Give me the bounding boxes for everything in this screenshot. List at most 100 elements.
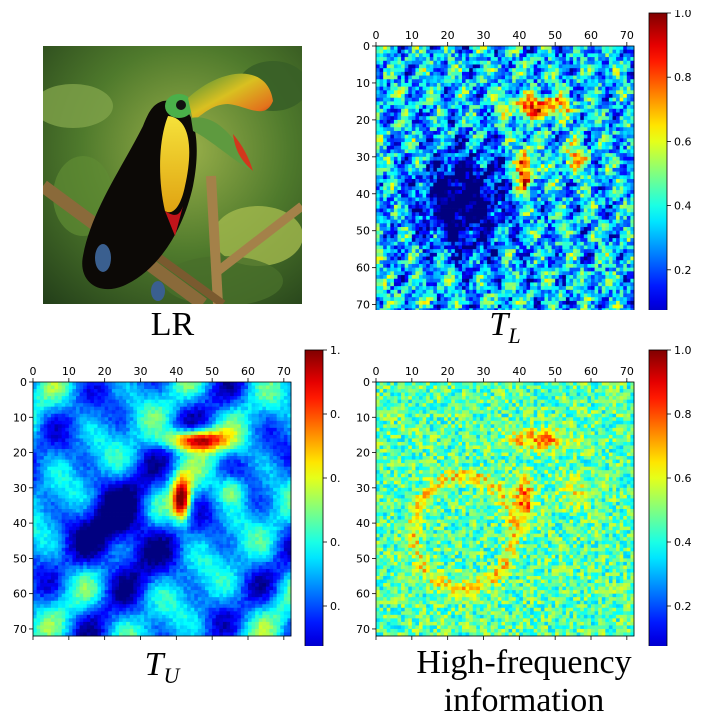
heatmap-cell <box>426 153 431 158</box>
heatmap-cell <box>379 138 384 143</box>
heatmap-cell <box>476 112 481 117</box>
heatmap-cell <box>419 57 423 62</box>
heatmap-cell <box>393 123 398 128</box>
heatmap-cell <box>444 119 449 124</box>
heatmap-cell <box>494 127 499 132</box>
heatmap-cell <box>390 182 395 187</box>
heatmap-cell <box>515 79 520 84</box>
heatmap-cell <box>505 278 509 283</box>
heatmap-cell <box>429 149 434 154</box>
heatmap-cell <box>544 49 549 54</box>
heatmap-cell <box>415 57 420 62</box>
heatmap-cell <box>537 149 542 154</box>
heatmap-cell <box>605 297 610 302</box>
heatmap-cell <box>626 97 631 102</box>
heatmap-cell <box>397 271 402 276</box>
heatmap-cell <box>379 164 384 169</box>
heatmap-cell <box>411 134 416 139</box>
heatmap-cell <box>469 82 474 88</box>
heatmap-cell <box>397 241 402 246</box>
heatmap-cell <box>469 119 474 124</box>
heatmap-cell <box>587 134 592 139</box>
heatmap-cell <box>580 227 585 232</box>
heatmap-cell <box>505 156 509 161</box>
heatmap-cell <box>408 300 413 306</box>
heatmap-cell <box>451 208 456 213</box>
heatmap-cell <box>411 145 416 150</box>
heatmap-cell <box>458 245 463 250</box>
heatmap-cell <box>479 105 484 110</box>
heatmap-cell <box>587 227 592 232</box>
heatmap-cell <box>465 267 470 272</box>
heatmap-cell <box>573 156 578 161</box>
heatmap-cell <box>436 164 441 169</box>
heatmap-cell <box>433 57 438 62</box>
heatmap-cell <box>454 197 459 202</box>
heatmap-cell <box>519 293 524 298</box>
heatmap-cell <box>551 153 556 158</box>
heatmap-cell <box>462 94 466 99</box>
heatmap-cell <box>526 68 531 73</box>
heatmap-cell <box>490 245 495 250</box>
heatmap-cell <box>458 215 463 221</box>
heatmap-cell <box>415 167 420 173</box>
heatmap-cell <box>436 282 441 287</box>
heatmap-cell <box>540 97 545 102</box>
heatmap-cell <box>508 212 513 217</box>
heatmap-cell <box>626 263 631 269</box>
heatmap-cell <box>472 212 477 217</box>
heatmap-cell <box>440 297 445 302</box>
heatmap-cell <box>608 212 613 217</box>
heatmap-cell <box>465 138 470 143</box>
heatmap-cell <box>404 142 409 147</box>
heatmap-cell <box>497 164 502 169</box>
heatmap-cell <box>616 75 621 80</box>
heatmap-cell <box>565 108 570 113</box>
heatmap-cell <box>454 208 459 213</box>
heatmap-cell <box>393 275 398 280</box>
heatmap-cell <box>472 119 477 124</box>
heatmap-cell <box>573 182 578 187</box>
heatmap-cell <box>612 190 617 195</box>
heatmap-cell <box>519 286 524 291</box>
heatmap-cell <box>591 201 595 206</box>
heatmap-cell <box>436 201 441 206</box>
heatmap-cell <box>576 101 581 106</box>
heatmap-cell <box>544 249 549 254</box>
heatmap-cell <box>462 230 466 235</box>
heatmap-cell <box>626 127 631 132</box>
heatmap-cell <box>426 79 431 84</box>
heatmap-cell <box>497 186 502 191</box>
heatmap-cell <box>594 86 599 91</box>
heatmap-cell <box>472 116 477 121</box>
heatmap-cell <box>616 241 621 246</box>
heatmap-cell <box>376 130 380 136</box>
heatmap-cell <box>626 297 631 302</box>
heatmap-cell <box>401 278 406 283</box>
heatmap-cell <box>540 156 545 161</box>
heatmap-cell <box>630 293 635 298</box>
heatmap-cell <box>479 116 484 121</box>
heatmap-cell <box>601 134 606 139</box>
heatmap-cell <box>540 127 545 132</box>
heatmap-cell <box>458 260 463 265</box>
heatmap-cell <box>433 227 438 232</box>
heatmap-cell <box>451 215 456 221</box>
heatmap-cell <box>465 127 470 132</box>
heatmap-cell <box>497 134 502 139</box>
heatmap-cell <box>573 234 578 239</box>
heatmap-cell <box>465 190 470 195</box>
heatmap-cell <box>591 134 595 139</box>
heatmap-cell <box>494 271 499 276</box>
heatmap-cell <box>383 179 388 184</box>
heatmap-cell <box>555 60 560 65</box>
heatmap-cell <box>422 94 427 99</box>
heatmap-cell <box>483 297 488 302</box>
heatmap-cell <box>415 49 420 54</box>
heatmap-cell <box>376 241 380 246</box>
heatmap-cell <box>469 238 474 243</box>
heatmap-cell <box>569 53 574 58</box>
heatmap-cell <box>404 164 409 169</box>
heatmap-cell <box>462 175 466 180</box>
heatmap-cell <box>519 127 524 132</box>
